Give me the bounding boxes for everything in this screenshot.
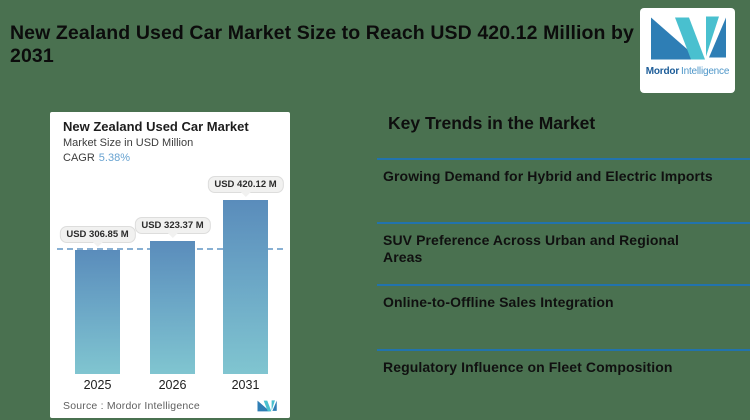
bar[interactable] <box>223 200 268 374</box>
mordor-intelligence-mini-logo-icon <box>257 400 277 412</box>
trend-item: SUV Preference Across Urban and Regional… <box>377 222 750 266</box>
source-row: Source : Mordor Intelligence <box>63 400 277 412</box>
x-axis-label: 2026 <box>158 378 187 392</box>
trend-item: Online-to-Offline Sales Integration <box>377 284 750 311</box>
brand-name-intelligence: Intelligence <box>681 66 730 77</box>
trend-item: Regulatory Influence on Fleet Compositio… <box>377 349 750 376</box>
value-pill: USD 323.37 M <box>134 217 211 234</box>
trend-item-label: SUV Preference Across Urban and Regional… <box>383 232 680 265</box>
bar[interactable] <box>75 250 120 374</box>
source-label: Source : Mordor Intelligence <box>63 400 200 412</box>
cagr-label: CAGR <box>63 152 95 164</box>
market-chart-card: New Zealand Used Car Market Market Size … <box>50 112 290 418</box>
value-pill: USD 306.85 M <box>59 226 136 243</box>
cagr-value: 5.38% <box>98 152 130 164</box>
brand-name-mordor: Mordor <box>645 66 680 77</box>
trends-heading: Key Trends in the Market <box>388 113 596 133</box>
page-title: New Zealand Used Car Market Size to Reac… <box>10 22 634 67</box>
x-axis-label: 2025 <box>83 378 112 392</box>
brand-logo-card: Mordor Intelligence <box>640 8 735 93</box>
mordor-intelligence-logo-icon <box>650 16 726 60</box>
trend-item-label: Online-to-Offline Sales Integration <box>383 294 614 310</box>
trend-item: Growing Demand for Hybrid and Electric I… <box>377 158 750 185</box>
x-axis-label: 2031 <box>231 378 260 392</box>
chart-title: New Zealand Used Car Market <box>63 119 249 134</box>
value-pill: USD 420.12 M <box>207 176 284 193</box>
chart-subtitle: Market Size in USD Million <box>63 137 194 149</box>
trend-item-label: Regulatory Influence on Fleet Compositio… <box>383 359 673 375</box>
bar[interactable] <box>150 241 195 374</box>
brand-wordmark: Mordor Intelligence <box>645 66 730 77</box>
cagr-row: CAGR 5.38% <box>63 152 130 164</box>
trend-item-label: Growing Demand for Hybrid and Electric I… <box>383 168 713 184</box>
